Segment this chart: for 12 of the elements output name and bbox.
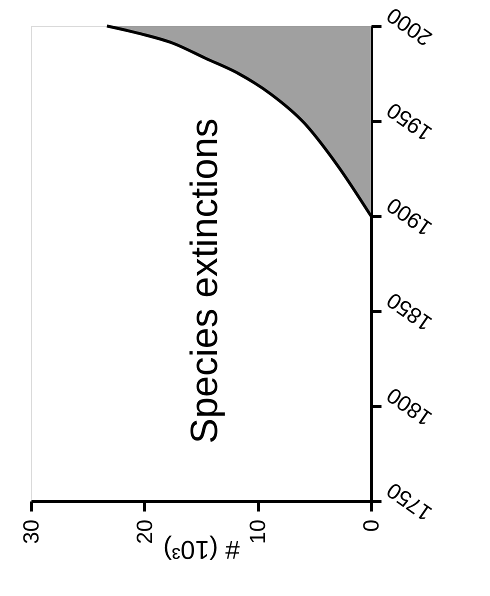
x-tick-label: 20 (132, 520, 157, 544)
x-tick-label: 30 (18, 520, 44, 544)
y-tick-label: 1950 (382, 98, 436, 146)
y-tick-label: 1800 (382, 382, 436, 432)
y-tick-label: 1900 (382, 192, 436, 242)
y-tick-label: 2000 (382, 2, 436, 52)
y-tick-label: 1850 (382, 288, 436, 336)
y-tick-label: 1750 (382, 478, 436, 526)
x-axis-title: # (10³) (163, 534, 240, 565)
x-tick-label: 10 (245, 520, 270, 544)
text: Species extinctions (184, 118, 226, 444)
x-tick-label: 0 (358, 520, 384, 532)
